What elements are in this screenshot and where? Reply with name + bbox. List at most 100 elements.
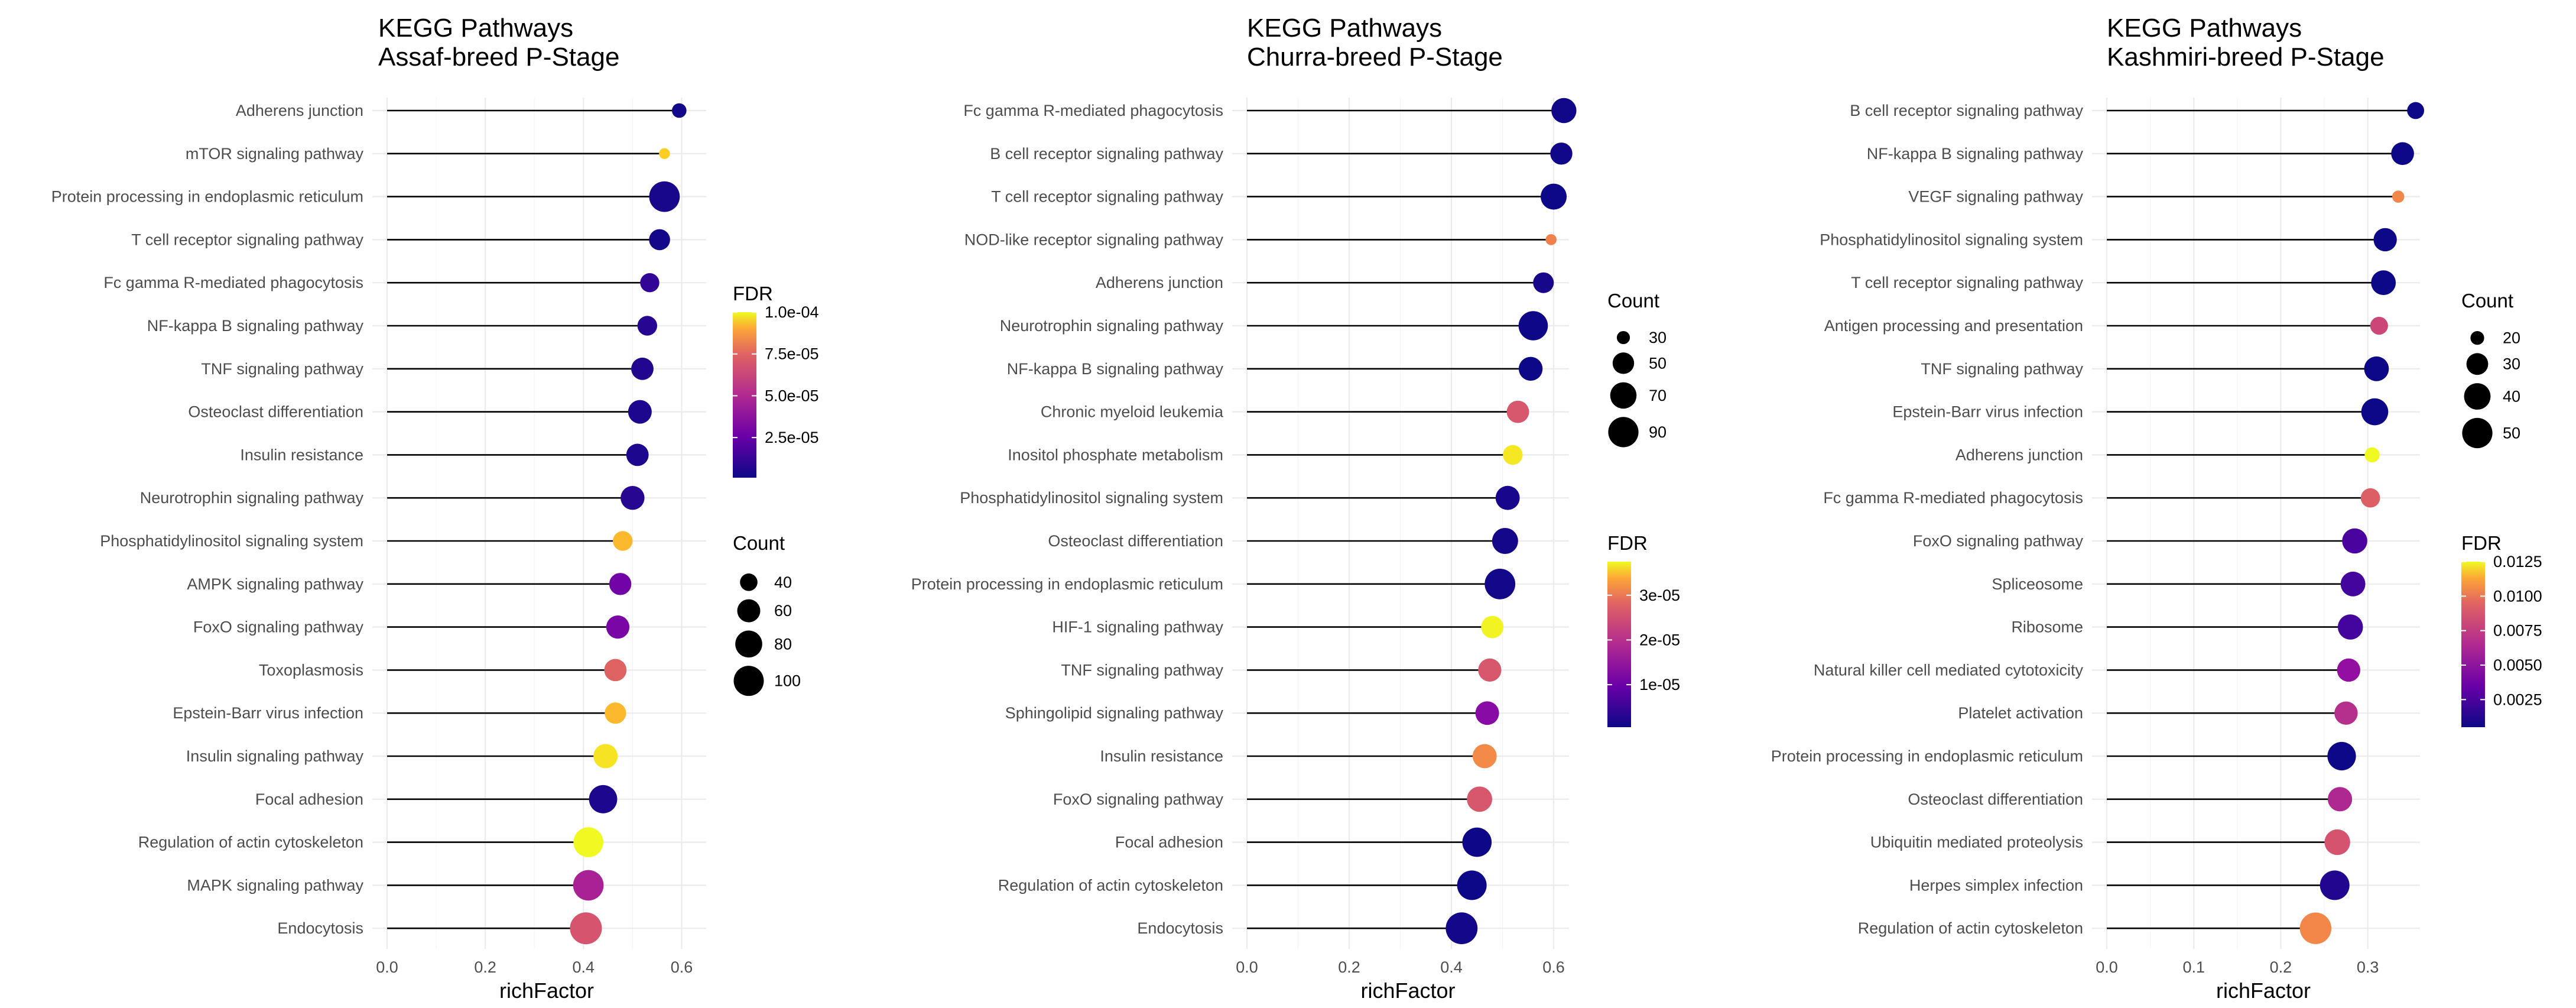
count-legend-label: 50 xyxy=(2503,424,2520,442)
y-tick-label: Protein processing in endoplasmic reticu… xyxy=(1771,747,2083,765)
x-tick-label: 0.4 xyxy=(1440,958,1463,976)
y-tick-label: Adherens junction xyxy=(1955,446,2083,464)
y-tick-label: Phosphatidylinositol signaling system xyxy=(100,532,363,550)
data-point xyxy=(2407,102,2425,119)
x-tick-label: 0.1 xyxy=(2182,958,2205,976)
fdr-legend-label: 0.0125 xyxy=(2493,553,2542,571)
x-tick-label: 0.3 xyxy=(2357,958,2379,976)
y-tick-label: Insulin resistance xyxy=(1100,747,1223,765)
data-point xyxy=(1545,234,1557,245)
y-tick-label: AMPK signaling pathway xyxy=(187,575,363,593)
count-legend-dot xyxy=(740,573,758,591)
y-tick-label: Chronic myeloid leukemia xyxy=(1041,403,1224,421)
data-point xyxy=(1541,183,1567,210)
y-tick-label: Sphingolipid signaling pathway xyxy=(1005,704,1224,722)
data-point xyxy=(1481,615,1504,638)
count-legend-dot xyxy=(1612,352,1635,374)
y-tick-label: Regulation of actin cytoskeleton xyxy=(138,834,363,851)
y-tick-label: T cell receptor signaling pathway xyxy=(131,231,363,248)
data-point xyxy=(1445,912,1478,945)
x-tick-label: 0.2 xyxy=(474,958,496,976)
data-point xyxy=(613,531,633,551)
data-point xyxy=(570,912,602,945)
y-tick-label: Neurotrophin signaling pathway xyxy=(1000,317,1224,335)
y-tick-label: Fc gamma R-mediated phagocytosis xyxy=(103,274,363,291)
fdr-legend-title: FDR xyxy=(2461,532,2502,554)
data-point xyxy=(640,273,660,293)
data-point xyxy=(2342,528,2367,554)
count-legend-label: 40 xyxy=(774,573,792,591)
x-tick-label: 0.6 xyxy=(1542,958,1565,976)
count-legend-label: 60 xyxy=(774,602,792,620)
chart-subtitle: Assaf-breed P-Stage xyxy=(378,43,619,72)
data-point xyxy=(1478,658,1502,682)
data-point xyxy=(1467,786,1493,812)
data-point xyxy=(573,870,604,901)
data-point xyxy=(1472,744,1497,769)
data-point xyxy=(1506,400,1529,423)
x-axis-title: richFactor xyxy=(499,978,594,1003)
fdr-legend-title: FDR xyxy=(733,283,773,304)
count-legend-dot xyxy=(2466,353,2489,375)
y-tick-label: Insulin resistance xyxy=(240,446,363,464)
y-tick-label: Endocytosis xyxy=(1137,919,1223,937)
fdr-legend-label: 1e-05 xyxy=(1639,676,1680,693)
data-point xyxy=(626,443,649,466)
y-tick-label: Toxoplasmosis xyxy=(259,661,363,679)
y-tick-label: Osteoclast differentiation xyxy=(188,403,363,421)
data-point xyxy=(2391,142,2414,166)
count-legend-label: 70 xyxy=(1649,387,1667,404)
x-tick-label: 0.4 xyxy=(573,958,595,976)
data-point xyxy=(2337,614,2363,640)
data-point xyxy=(628,400,652,424)
y-tick-label: Endocytosis xyxy=(277,919,363,937)
y-tick-label: T cell receptor signaling pathway xyxy=(991,188,1223,206)
data-point xyxy=(1518,356,1543,381)
data-point xyxy=(2364,356,2389,381)
chart-subtitle: Churra-breed P-Stage xyxy=(1247,43,1503,72)
y-tick-label: Inositol phosphate metabolism xyxy=(1008,446,1223,464)
data-point xyxy=(606,615,630,639)
chart-title: KEGG Pathways xyxy=(1247,14,1442,43)
fdr-legend-label: 3e-05 xyxy=(1639,586,1680,604)
y-tick-label: mTOR signaling pathway xyxy=(186,145,364,163)
data-point xyxy=(649,229,670,251)
y-tick-label: NOD-like receptor signaling pathway xyxy=(964,231,1224,248)
data-point xyxy=(2360,488,2380,508)
y-tick-label: TNF signaling pathway xyxy=(1921,360,2083,378)
y-tick-label: Ubiquitin mediated proteolysis xyxy=(1870,834,2083,851)
data-point xyxy=(2361,398,2389,426)
count-legend-label: 50 xyxy=(1649,354,1667,372)
y-tick-label: Antigen processing and presentation xyxy=(1824,317,2083,335)
y-tick-label: Focal adhesion xyxy=(255,790,363,808)
data-point xyxy=(2337,658,2360,682)
count-legend-label: 40 xyxy=(2503,388,2520,406)
data-point xyxy=(1475,701,1499,725)
fdr-legend-label: 0.0050 xyxy=(2493,656,2542,674)
y-tick-label: Protein processing in endoplasmic reticu… xyxy=(51,188,363,206)
chart-subtitle: Kashmiri-breed P-Stage xyxy=(2107,43,2385,72)
count-legend-dot xyxy=(1610,382,1637,409)
data-point xyxy=(605,702,626,724)
data-point xyxy=(2327,741,2356,771)
fdr-legend-label: 2.5e-05 xyxy=(765,429,819,446)
data-point xyxy=(1492,528,1518,554)
count-legend-dot xyxy=(733,666,764,696)
y-tick-label: Osteoclast differentiation xyxy=(1048,532,1223,550)
x-axis-title: richFactor xyxy=(1360,978,1455,1003)
data-point xyxy=(2334,701,2358,725)
data-point xyxy=(1503,445,1523,465)
x-tick-label: 0.0 xyxy=(2096,958,2118,976)
y-tick-label: Fc gamma R-mediated phagocytosis xyxy=(1823,489,2083,507)
y-tick-label: Phosphatidylinositol signaling system xyxy=(1820,231,2083,248)
x-tick-label: 0.2 xyxy=(2270,958,2292,976)
data-point xyxy=(621,486,645,510)
y-tick-label: Epstein-Barr virus infection xyxy=(173,704,363,722)
fdr-legend-label: 0.0100 xyxy=(2493,587,2542,605)
data-point xyxy=(2371,270,2396,296)
count-legend-dot xyxy=(1616,330,1630,345)
x-tick-label: 0.0 xyxy=(1236,958,1258,976)
